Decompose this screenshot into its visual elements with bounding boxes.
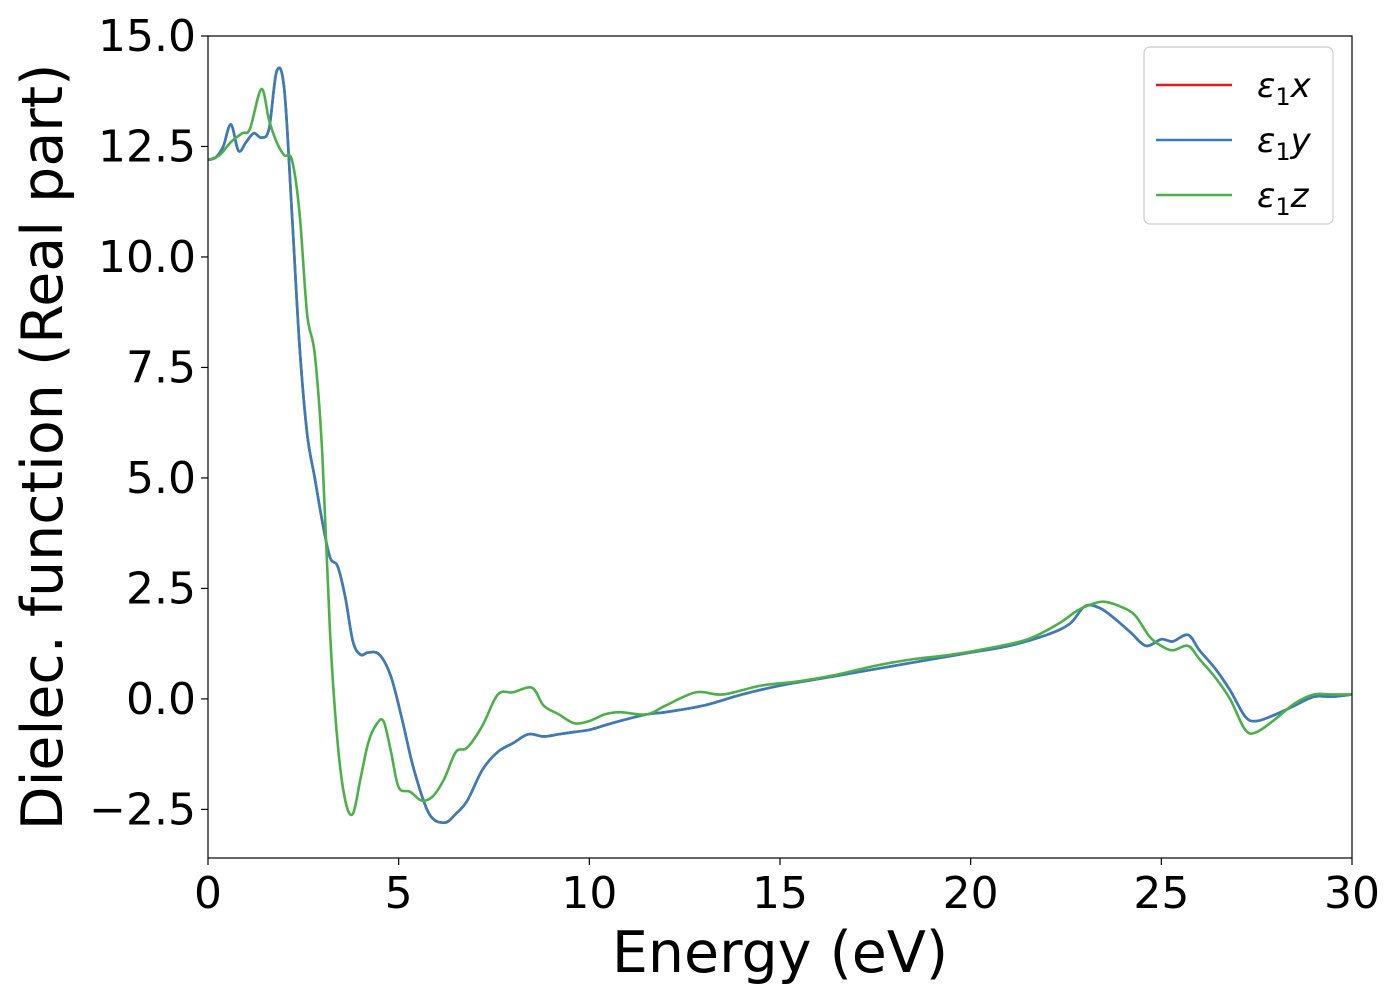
x-tick-label: 5 bbox=[385, 868, 413, 919]
plot-lines-layer bbox=[208, 66, 1352, 824]
ticks-layer: 0 5 10 15 20 25 30 −2.5 0.0 2.5 5.0 7.5 10.0 12.5 15.0 bbox=[89, 11, 1380, 919]
x-tick-label: 0 bbox=[194, 868, 222, 919]
series-line-y bbox=[208, 66, 1352, 824]
x-axis-label: Energy (eV) bbox=[612, 920, 948, 986]
x-tick-label: 15 bbox=[752, 868, 808, 919]
x-tick-label: 30 bbox=[1324, 868, 1380, 919]
series-line-z bbox=[208, 87, 1352, 817]
y-tick-label: 15.0 bbox=[98, 11, 196, 62]
y-tick-label: 12.5 bbox=[98, 121, 196, 172]
y-tick-label: −2.5 bbox=[89, 784, 196, 835]
y-axis-label: Dielec. function (Real part) bbox=[10, 64, 76, 831]
y-tick-label: 0.0 bbox=[126, 674, 196, 725]
legend-label-y: ε1y bbox=[1257, 121, 1312, 166]
y-tick-label: 10.0 bbox=[98, 232, 196, 283]
legend: ε1x ε1y ε1z bbox=[1143, 46, 1334, 225]
y-tick-label: 2.5 bbox=[126, 563, 196, 614]
y-tick-label: 7.5 bbox=[126, 342, 196, 393]
x-tick-label: 25 bbox=[1133, 868, 1189, 919]
x-tick-label: 20 bbox=[943, 868, 999, 919]
legend-label-x: ε1x bbox=[1257, 66, 1312, 111]
y-tick-label: 5.0 bbox=[126, 453, 196, 504]
legend-label-z: ε1z bbox=[1257, 176, 1310, 221]
legend-box bbox=[1143, 46, 1334, 225]
x-tick-label: 10 bbox=[561, 868, 617, 919]
